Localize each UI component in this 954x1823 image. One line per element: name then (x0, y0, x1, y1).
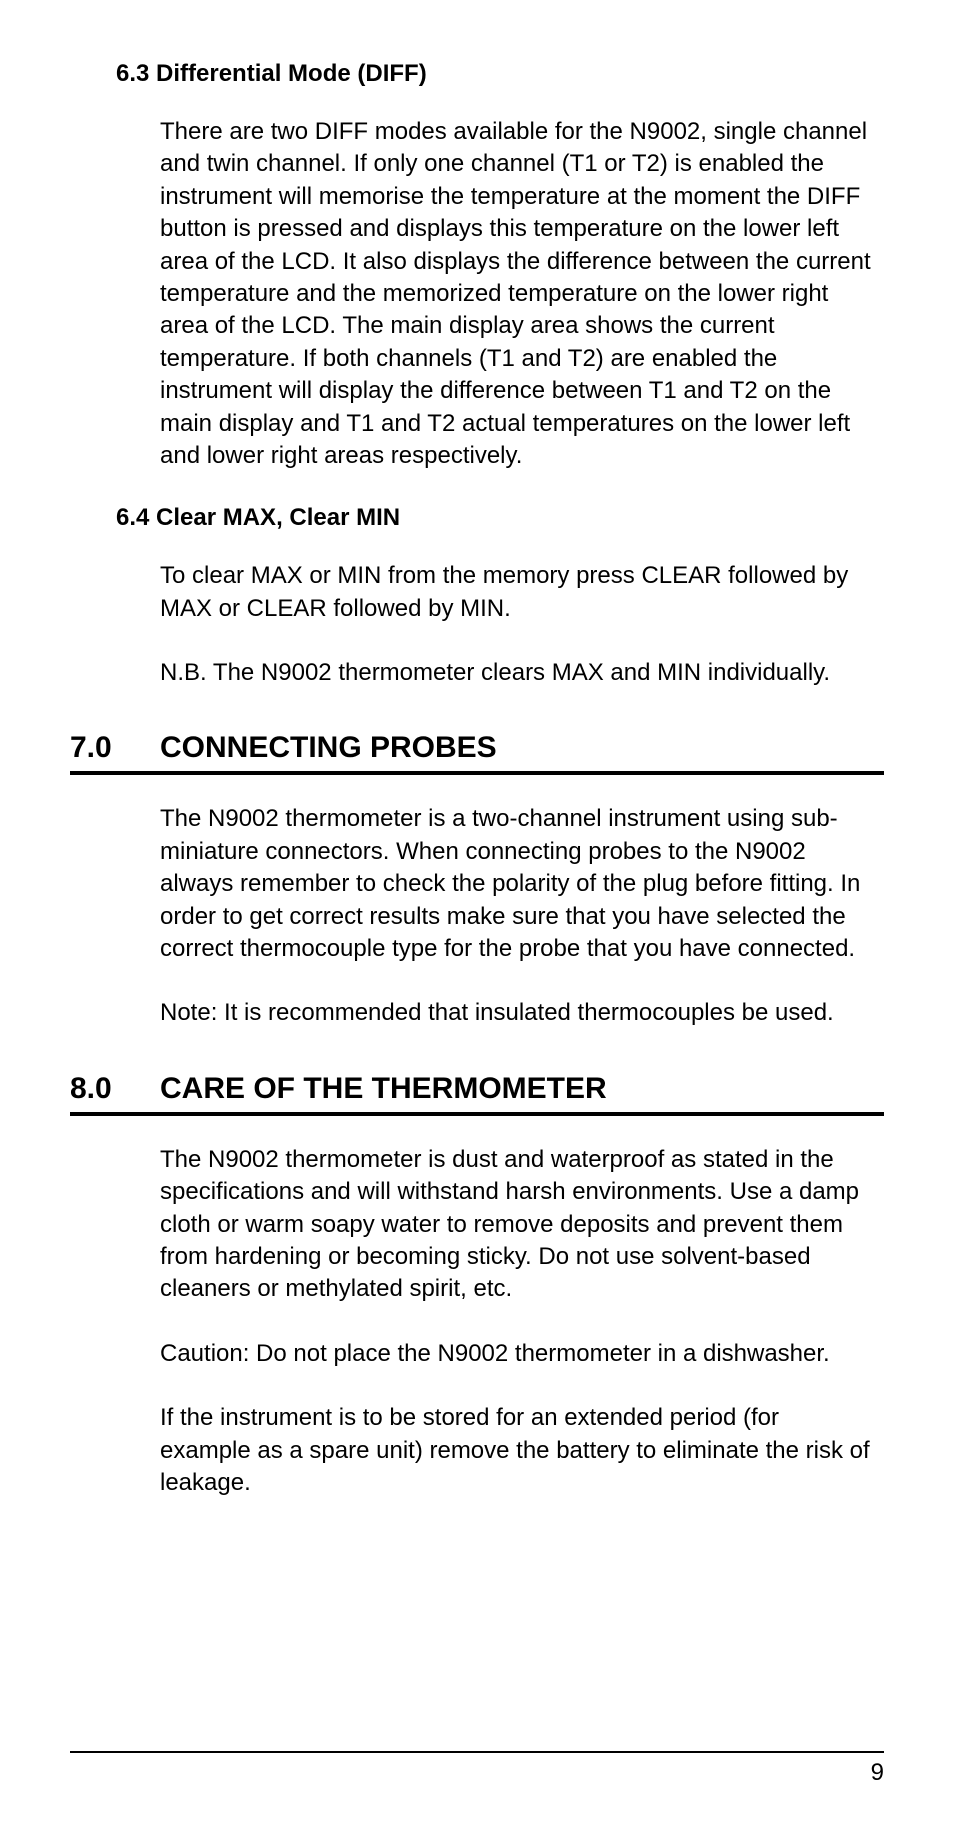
section-7-number: 7.0 (70, 731, 160, 765)
section-6-3: 6.3 Differential Mode (DIFF) There are t… (70, 60, 884, 472)
section-8-title: CARE OF THE THERMOMETER (160, 1072, 607, 1106)
section-8: 8.0 CARE OF THE THERMOMETER The N9002 th… (70, 1072, 884, 1500)
section-8-p2: Caution: Do not place the N9002 thermome… (160, 1338, 874, 1370)
section-7-p2: Note: It is recommended that insulated t… (160, 997, 874, 1029)
footer-rule (70, 1751, 884, 1753)
section-6-4-p1: To clear MAX or MIN from the memory pres… (160, 560, 874, 625)
section-7-title: CONNECTING PROBES (160, 731, 497, 765)
section-6-4-heading: 6.4 Clear MAX, Clear MIN (116, 504, 884, 532)
page-footer: 9 (70, 1751, 884, 1787)
section-7-p1: The N9002 thermometer is a two-channel i… (160, 803, 874, 965)
section-8-p3: If the instrument is to be stored for an… (160, 1402, 874, 1499)
section-8-header: 8.0 CARE OF THE THERMOMETER (70, 1072, 884, 1116)
section-6-3-heading: 6.3 Differential Mode (DIFF) (116, 60, 884, 88)
section-8-number: 8.0 (70, 1072, 160, 1106)
section-7-header: 7.0 CONNECTING PROBES (70, 731, 884, 775)
page-number: 9 (70, 1759, 884, 1787)
section-6-4-p2: N.B. The N9002 thermometer clears MAX an… (160, 657, 874, 689)
section-6-4: 6.4 Clear MAX, Clear MIN To clear MAX or… (70, 504, 884, 689)
section-6-3-body: There are two DIFF modes available for t… (160, 116, 874, 472)
section-7: 7.0 CONNECTING PROBES The N9002 thermome… (70, 731, 884, 1029)
section-8-p1: The N9002 thermometer is dust and waterp… (160, 1144, 874, 1306)
